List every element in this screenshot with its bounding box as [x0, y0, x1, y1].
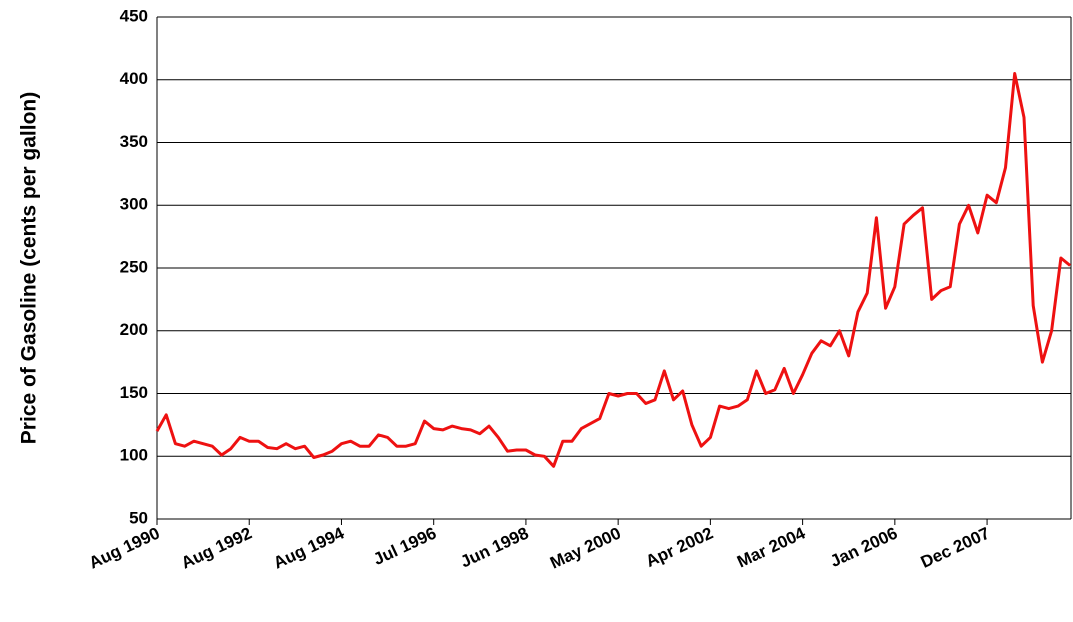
y-tick-label: 350	[120, 132, 148, 151]
x-tick-label: Apr 2002	[643, 523, 716, 571]
price-line	[155, 72, 1072, 468]
x-tick-label: Dec 2007	[918, 523, 993, 571]
y-tick-label: 150	[120, 383, 148, 402]
y-tick-label: 300	[120, 195, 148, 214]
y-tick-label: 50	[129, 508, 148, 527]
x-tick-label: Jan 2006	[827, 523, 900, 571]
y-tick-label: 400	[120, 69, 148, 88]
y-axis-title: Price of Gasoline (cents per gallon)	[18, 92, 41, 444]
y-tick-label: 100	[120, 446, 148, 465]
x-tick-label: Jun 1998	[458, 523, 532, 571]
x-tick-label: Aug 1994	[271, 523, 348, 572]
x-tick-label: Jul 1996	[370, 523, 439, 569]
x-tick-label: Aug 1990	[86, 523, 163, 572]
y-tick-label: 200	[120, 320, 148, 339]
y-tick-label: 450	[120, 6, 148, 25]
x-tick-label: Mar 2004	[734, 523, 808, 571]
y-tick-label: 250	[120, 257, 148, 276]
x-tick-label: Aug 1992	[178, 523, 255, 572]
x-tick-label: May 2000	[547, 523, 624, 572]
